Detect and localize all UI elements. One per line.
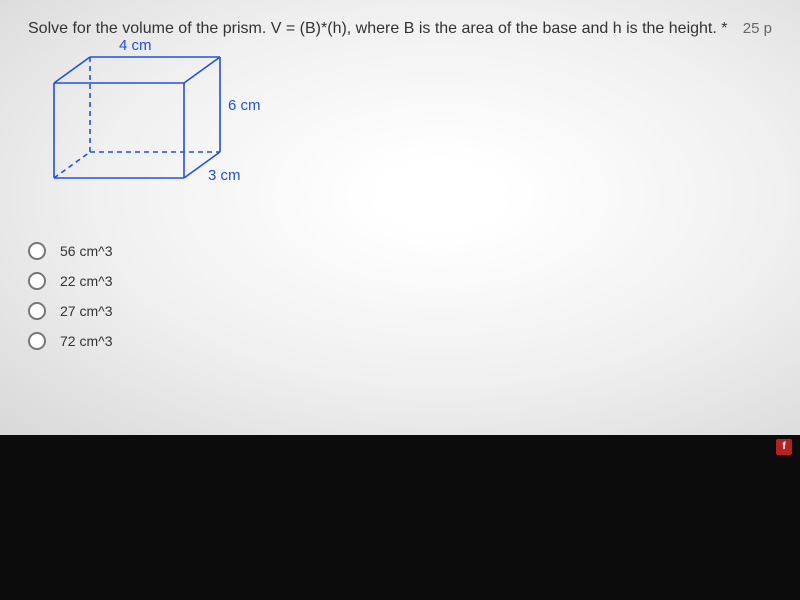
answer-options: 56 cm^3 22 cm^3 27 cm^3 72 cm^3 (28, 242, 772, 350)
option-label: 22 cm^3 (60, 273, 112, 289)
option-row[interactable]: 72 cm^3 (28, 332, 772, 350)
notification-badge: f (776, 439, 792, 455)
option-row[interactable]: 56 cm^3 (28, 242, 772, 260)
dim-label-top: 4 cm (119, 37, 152, 54)
option-label: 72 cm^3 (60, 333, 112, 349)
prism-svg (34, 48, 264, 228)
option-row[interactable]: 22 cm^3 (28, 272, 772, 290)
radio-icon[interactable] (28, 272, 46, 290)
radio-icon[interactable] (28, 332, 46, 350)
bottom-bar: f (0, 435, 800, 600)
radio-icon[interactable] (28, 302, 46, 320)
prism-diagram: 4 cm 6 cm 3 cm (34, 48, 264, 228)
option-label: 27 cm^3 (60, 303, 112, 319)
option-label: 56 cm^3 (60, 243, 112, 259)
dim-label-bottom: 3 cm (208, 167, 241, 184)
option-row[interactable]: 27 cm^3 (28, 302, 772, 320)
dim-label-right: 6 cm (228, 97, 261, 114)
question-panel: Solve for the volume of the prism. V = (… (0, 0, 800, 435)
radio-icon[interactable] (28, 242, 46, 260)
question-points: 25 p (743, 18, 772, 40)
